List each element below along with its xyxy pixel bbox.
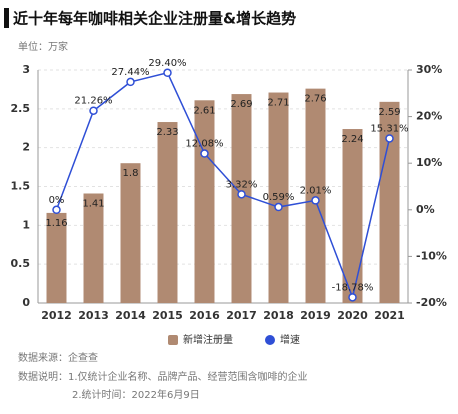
- growth-label: 0%: [49, 195, 65, 206]
- y-tick-label: 1.5: [11, 180, 31, 193]
- y2-tick-label: -10%: [416, 249, 447, 262]
- y-tick-label: 2.5: [11, 102, 31, 115]
- y2-tick-label: 30%: [416, 63, 442, 76]
- chart-title: 近十年每年咖啡相关企业注册量&增长趋势: [13, 10, 296, 28]
- bar: [157, 122, 178, 303]
- growth-point: [348, 293, 357, 302]
- growth-label: 0.59%: [263, 192, 295, 203]
- growth-point: [52, 205, 61, 215]
- y-tick-label: 0.5: [11, 257, 31, 270]
- y-tick-label: 0: [22, 296, 30, 309]
- growth-label: 12.08%: [185, 139, 223, 150]
- growth-label: 2.01%: [300, 185, 332, 196]
- bar: [342, 129, 363, 303]
- note: 2.统计时间：2022年6月9日: [72, 388, 200, 401]
- y2-tick-label: 20%: [416, 110, 442, 123]
- x-tick-label: 2012: [41, 309, 72, 322]
- growth-label: 27.44%: [111, 67, 149, 78]
- bar: [305, 88, 326, 303]
- y-tick-label: 2: [22, 141, 30, 154]
- bar-label: 2.59: [378, 107, 400, 118]
- growth-label: -18.78%: [332, 282, 374, 293]
- x-tick-label: 2014: [115, 309, 146, 322]
- growth-label: 3.32%: [226, 179, 258, 190]
- bar-label: 1.8: [123, 168, 139, 179]
- x-tick-label: 2020: [337, 309, 368, 322]
- growth-point: [385, 134, 394, 143]
- bar-label: 1.41: [82, 198, 104, 209]
- y2-tick-label: 0%: [416, 203, 435, 216]
- bar: [379, 101, 400, 304]
- note: 数据说明：1.仅统计企业名称、品牌产品、经营范围含咖啡的企业: [18, 370, 308, 383]
- bar: [46, 212, 67, 303]
- legend-label: 增速: [280, 333, 300, 346]
- growth-point: [237, 190, 246, 199]
- x-tick-label: 2019: [300, 309, 331, 322]
- legend-swatch: [265, 335, 275, 345]
- x-tick-label: 2013: [78, 309, 109, 322]
- bar-label: 2.61: [193, 105, 215, 116]
- growth-point: [200, 149, 209, 158]
- bar-label: 2.24: [341, 134, 363, 145]
- legend-swatch: [168, 335, 178, 345]
- bar: [268, 92, 289, 303]
- bar-label: 2.69: [230, 99, 252, 110]
- growth-line: [55, 71, 391, 300]
- x-tick-label: 2021: [374, 309, 405, 322]
- growth-point: [89, 106, 98, 115]
- x-tick-label: 2018: [263, 309, 294, 322]
- bar: [120, 163, 141, 303]
- x-tick-label: 2016: [189, 309, 220, 322]
- bar: [83, 193, 104, 303]
- x-tick-label: 2017: [226, 309, 257, 322]
- bar-label: 2.76: [304, 94, 326, 105]
- bar: [194, 100, 215, 303]
- y2-tick-label: -20%: [416, 296, 447, 309]
- legend-label: 新增注册量: [183, 333, 233, 346]
- y-tick-label: 3: [22, 63, 30, 76]
- note: 数据来源：企查查: [18, 351, 98, 364]
- bar-label: 1.16: [45, 218, 67, 229]
- growth-label: 29.40%: [148, 58, 186, 69]
- bar-label: 2.33: [156, 127, 178, 138]
- title-marker: [4, 8, 9, 28]
- growth-point: [274, 202, 283, 212]
- growth-label: 15.31%: [370, 123, 408, 134]
- growth-label: 21.26%: [74, 96, 112, 107]
- growth-point: [311, 196, 320, 205]
- y-tick-label: 1: [22, 218, 30, 231]
- y2-tick-label: 10%: [416, 156, 442, 169]
- bar-label: 2.71: [267, 98, 289, 109]
- unit-label: 单位：万家: [18, 40, 68, 53]
- growth-point: [163, 68, 172, 78]
- growth-point: [126, 77, 135, 87]
- x-tick-label: 2015: [152, 309, 183, 322]
